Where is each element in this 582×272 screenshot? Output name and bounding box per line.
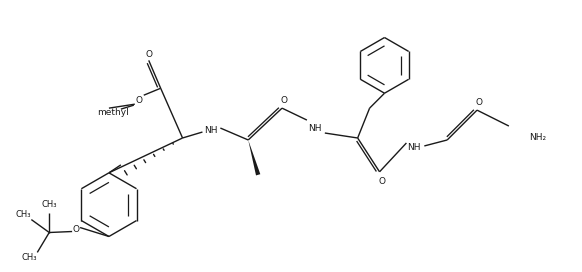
Text: methyl: methyl [97,108,129,117]
Text: O: O [135,96,142,105]
Text: CH₃: CH₃ [22,253,37,262]
Text: O: O [146,50,152,59]
Text: O: O [378,177,385,186]
Text: NH: NH [204,126,217,135]
Polygon shape [248,140,260,175]
Text: CH₃: CH₃ [41,200,57,209]
Text: O: O [475,98,482,107]
Text: O: O [73,225,80,234]
Text: O: O [281,96,288,105]
Text: NH₂: NH₂ [529,134,546,143]
Text: NH: NH [407,143,421,152]
Text: NH: NH [308,123,322,132]
Text: CH₃: CH₃ [16,210,31,219]
